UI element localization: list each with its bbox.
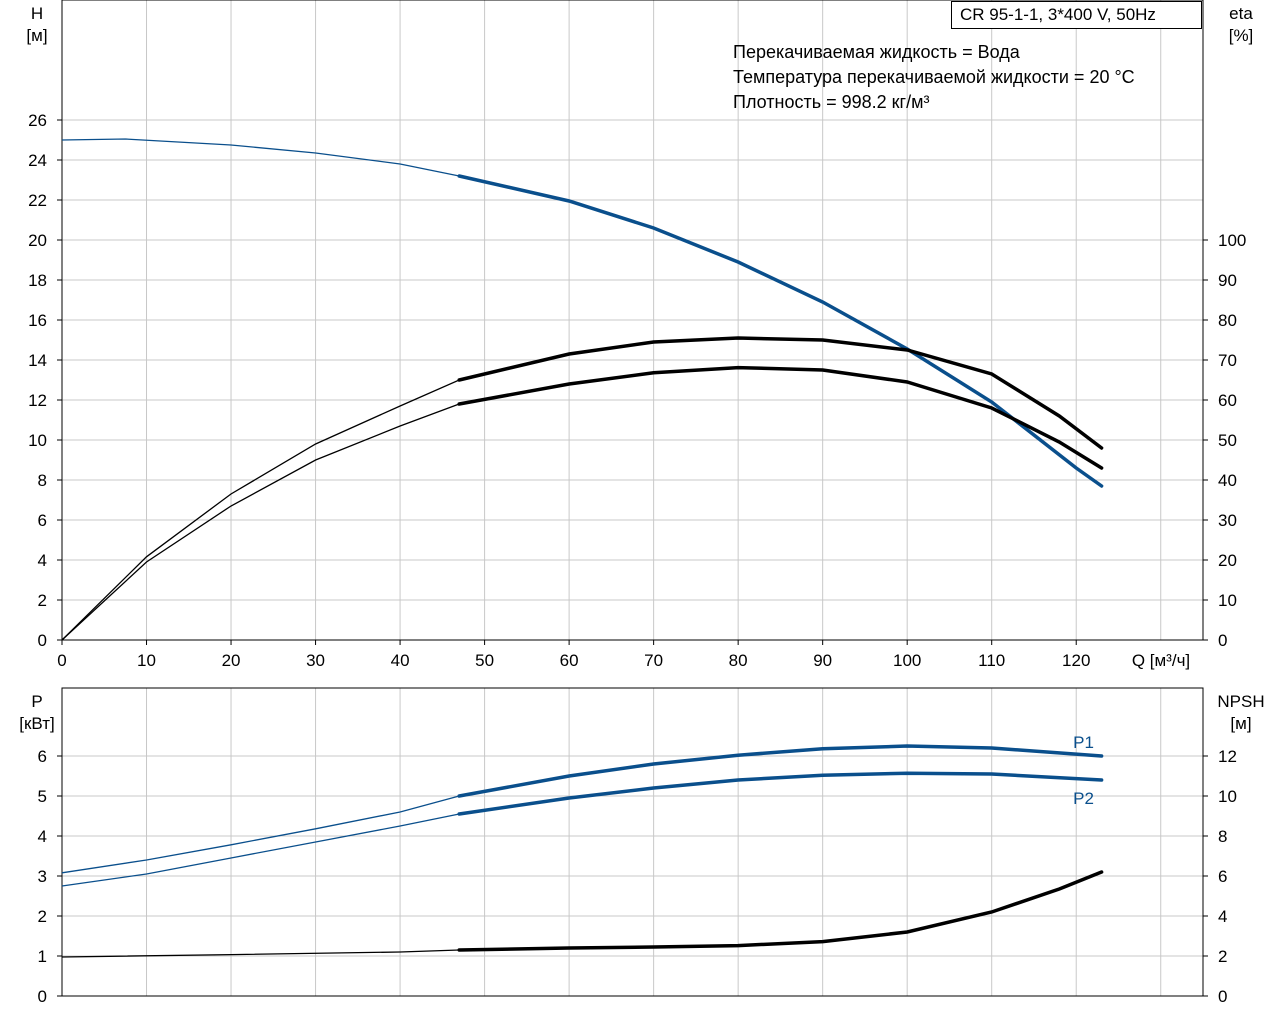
right-tick-label: 20 <box>1218 551 1237 570</box>
curve-0-0-thick <box>457 174 1104 488</box>
plot-frame <box>61 687 1204 997</box>
x-tick-label: 80 <box>729 651 748 670</box>
curve-0-2-thick <box>457 365 1104 470</box>
curve-1-0-thin <box>61 795 460 874</box>
info-line: Перекачиваемая жидкость = Вода <box>733 42 1021 62</box>
right-tick-label: 6 <box>1218 867 1227 886</box>
right-tick-label: 30 <box>1218 511 1237 530</box>
right-tick-label: 60 <box>1218 391 1237 410</box>
left-tick-label: 14 <box>28 351 47 370</box>
x-tick-label: 120 <box>1062 651 1090 670</box>
x-tick-label: 70 <box>644 651 663 670</box>
curve-0-1-thick <box>457 336 1104 450</box>
x-tick-label: 20 <box>222 651 241 670</box>
right-tick-label: 10 <box>1218 787 1237 806</box>
x-axis-label: Q [м³/ч] <box>1132 651 1190 670</box>
x-tick-label: 30 <box>306 651 325 670</box>
series-label-p2: P2 <box>1073 789 1094 808</box>
curve-0-0-thin <box>61 138 460 177</box>
left-tick-label: 24 <box>28 151 47 170</box>
info-line: Температура перекачиваемой жидкости = 20… <box>733 67 1135 87</box>
left-tick-label: 5 <box>38 787 47 806</box>
left-tick-label: 18 <box>28 271 47 290</box>
left-tick-label: 2 <box>38 591 47 610</box>
info-line: Плотность = 998.2 кг/м³ <box>733 92 929 112</box>
right-axis-unit: [%] <box>1229 26 1254 45</box>
right-tick-label: 2 <box>1218 947 1227 966</box>
left-tick-label: 22 <box>28 191 47 210</box>
curve-0-2-thin <box>61 403 460 641</box>
left-tick-label: 3 <box>38 867 47 886</box>
right-tick-label: 10 <box>1218 591 1237 610</box>
x-tick-label: 110 <box>978 651 1005 670</box>
right-tick-label: 80 <box>1218 311 1237 330</box>
right-tick-label: 50 <box>1218 431 1237 450</box>
left-axis-title: H <box>31 4 43 23</box>
curve-1-2-thick <box>457 870 1104 952</box>
left-tick-label: 0 <box>38 631 47 650</box>
x-tick-label: 0 <box>57 651 66 670</box>
left-tick-label: 16 <box>28 311 47 330</box>
curve-1-1-thick <box>457 771 1104 816</box>
left-tick-label: 0 <box>38 987 47 1006</box>
left-tick-label: 6 <box>38 747 47 766</box>
x-tick-label: 40 <box>391 651 410 670</box>
right-tick-label: 0 <box>1218 631 1227 650</box>
left-axis-title: P <box>31 692 42 711</box>
left-tick-label: 12 <box>28 391 47 410</box>
x-tick-label: 60 <box>560 651 579 670</box>
right-tick-label: 100 <box>1218 231 1246 250</box>
left-axis-unit: [кВт] <box>19 714 54 733</box>
left-tick-label: 1 <box>38 947 47 966</box>
right-tick-label: 12 <box>1218 747 1237 766</box>
left-tick-label: 10 <box>28 431 47 450</box>
right-axis-unit: [м] <box>1230 714 1251 733</box>
x-tick-label: 10 <box>137 651 156 670</box>
right-axis-title: eta <box>1229 4 1253 23</box>
left-tick-label: 4 <box>38 827 47 846</box>
right-tick-label: 8 <box>1218 827 1227 846</box>
x-tick-label: 50 <box>475 651 494 670</box>
left-tick-label: 4 <box>38 551 47 570</box>
right-tick-label: 70 <box>1218 351 1237 370</box>
pump-title-box: CR 95-1-1, 3*400 V, 50Hz <box>951 1 1202 29</box>
x-tick-label: 100 <box>893 651 921 670</box>
right-tick-label: 40 <box>1218 471 1237 490</box>
right-tick-label: 0 <box>1218 987 1227 1006</box>
curve-1-1-thin <box>61 813 460 887</box>
right-axis-title: NPSH <box>1217 692 1264 711</box>
curve-1-0-thick <box>457 744 1104 798</box>
left-tick-label: 2 <box>38 907 47 926</box>
left-tick-label: 6 <box>38 511 47 530</box>
curve-1-2-thin <box>61 949 460 958</box>
right-tick-label: 4 <box>1218 907 1227 926</box>
series-label-p1: P1 <box>1073 733 1094 752</box>
left-tick-label: 8 <box>38 471 47 490</box>
left-tick-label: 26 <box>28 111 47 130</box>
curve-0-1-thin <box>61 379 460 641</box>
x-tick-label: 90 <box>813 651 832 670</box>
left-axis-unit: [м] <box>26 26 47 45</box>
right-tick-label: 90 <box>1218 271 1237 290</box>
left-tick-label: 20 <box>28 231 47 250</box>
